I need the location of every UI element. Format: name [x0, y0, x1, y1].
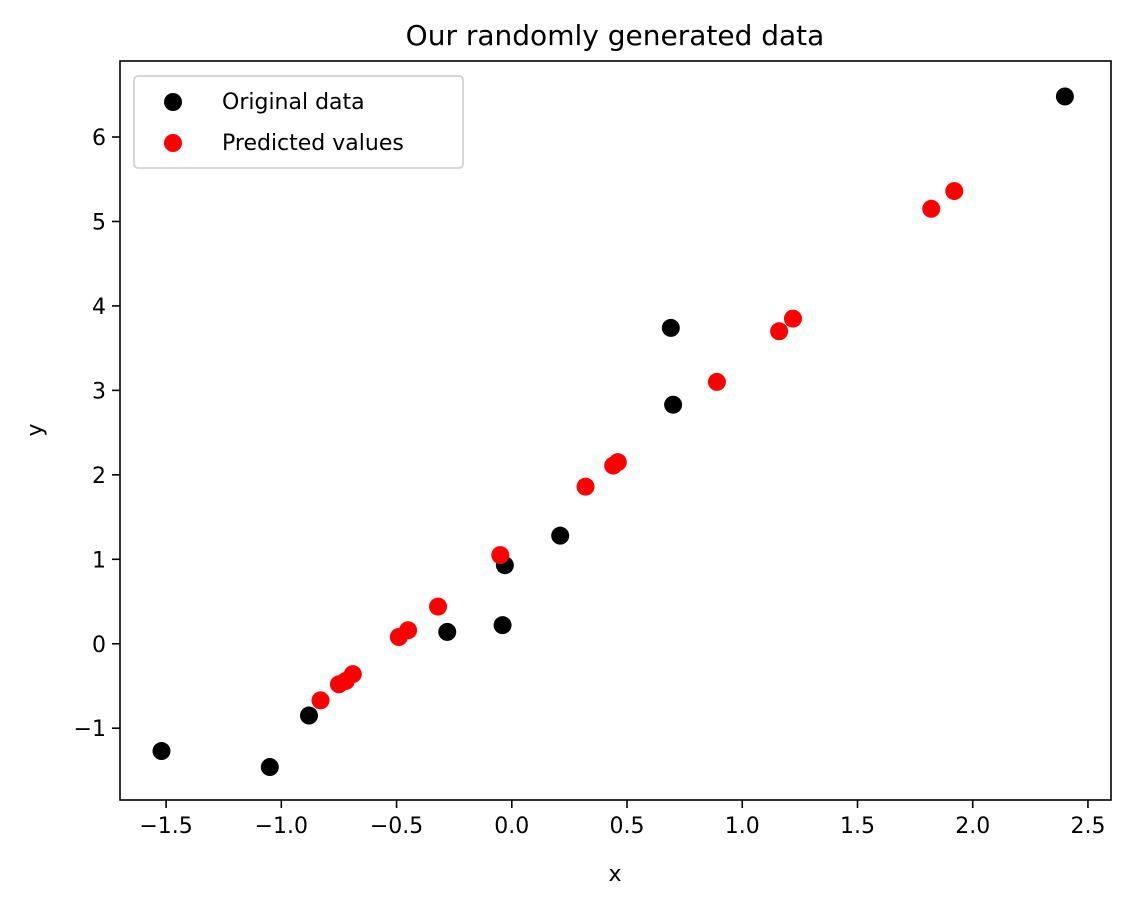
x-axis-label: x [608, 862, 621, 887]
original-data-point [661, 318, 680, 337]
y-tick-label: −1 [74, 717, 106, 742]
predicted-value-point [429, 597, 448, 616]
legend-box [133, 75, 464, 169]
predicted-value-point [608, 453, 627, 472]
y-tick-label: 2 [92, 464, 106, 489]
legend-marker-original-data [164, 93, 182, 111]
predicted-value-point [491, 546, 510, 565]
predicted-value-point [311, 691, 330, 710]
x-tick-label: 0.0 [494, 814, 529, 839]
chart-title: Our randomly generated data [406, 19, 825, 52]
plot-area-frame [119, 60, 1112, 801]
original-data-point [299, 706, 318, 725]
x-axis-ticks: −1.5 −1.0 −0.5 0.0 0.5 1.0 1.5 2.0 2.5 [139, 800, 1105, 839]
legend-label-original-data: Original data [222, 90, 365, 115]
y-axis-ticks: −1 0 1 2 3 4 5 6 [74, 126, 120, 742]
x-tick-label: 2.5 [1070, 814, 1105, 839]
predicted-value-point [399, 621, 418, 640]
x-tick-label: 1.0 [725, 814, 760, 839]
legend-label-predicted-values: Predicted values [222, 131, 404, 156]
predicted-value-point [576, 477, 595, 496]
y-tick-label: 0 [92, 633, 106, 658]
legend-marker-predicted-values [164, 134, 182, 152]
predicted-value-point [922, 199, 941, 218]
original-data-point [1055, 87, 1074, 106]
predicted-value-point [945, 182, 964, 201]
original-data-point [260, 758, 279, 777]
y-tick-label: 6 [92, 126, 106, 151]
data-points [152, 87, 1074, 777]
y-tick-label: 4 [92, 295, 106, 320]
series-original-data [152, 87, 1074, 777]
predicted-value-point [707, 372, 726, 391]
x-tick-label: 0.5 [610, 814, 645, 839]
x-tick-label: −0.5 [370, 814, 423, 839]
x-tick-label: 2.0 [955, 814, 990, 839]
original-data-point [152, 742, 171, 761]
original-data-point [493, 616, 512, 635]
predicted-value-point [343, 665, 362, 684]
x-tick-label: −1.0 [255, 814, 308, 839]
y-axis-label: y [23, 423, 48, 436]
x-tick-label: 1.5 [840, 814, 875, 839]
original-data-point [438, 622, 457, 641]
y-tick-label: 3 [92, 379, 106, 404]
y-tick-label: 5 [92, 210, 106, 235]
series-predicted-values [311, 182, 964, 710]
predicted-value-point [783, 309, 802, 328]
predicted-value-point [770, 322, 789, 341]
legend: Original data Predicted values [133, 75, 464, 169]
y-tick-label: 1 [92, 548, 106, 573]
x-tick-label: −1.5 [139, 814, 192, 839]
original-data-point [551, 526, 570, 545]
original-data-point [664, 395, 683, 414]
